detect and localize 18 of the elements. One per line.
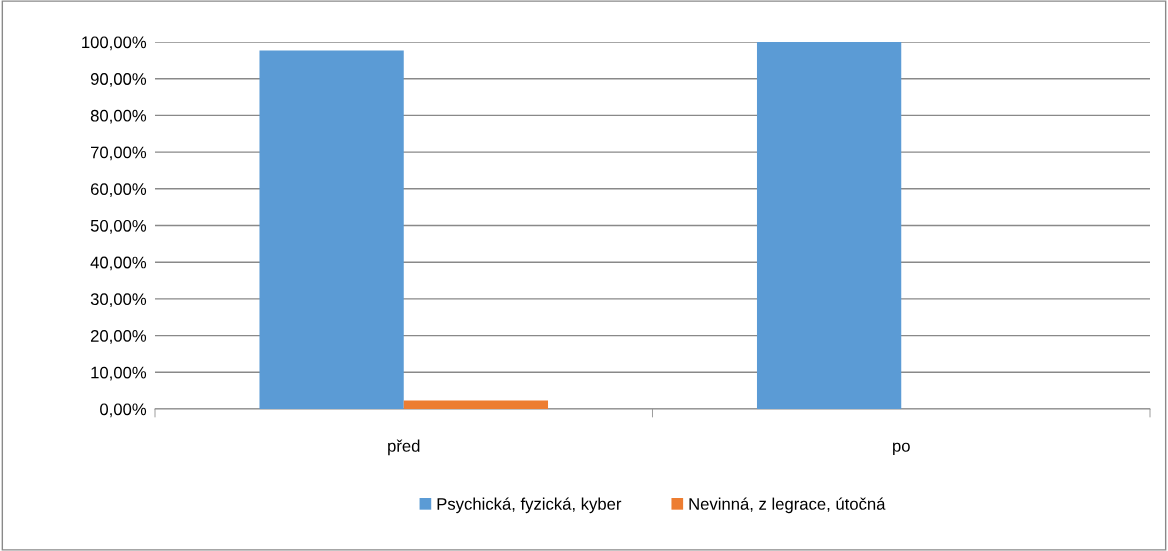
y-tick-label: 20,00% [90,330,147,344]
bar [403,400,549,409]
x-tick-label: po [893,442,910,456]
bar [756,42,902,409]
y-tick-label: 30,00% [90,293,147,308]
y-tick-label: 40,00% [90,256,147,271]
y-tick-label: 0,00% [100,403,147,418]
legend-label: Nevinná, z legrace, útočná [689,497,886,514]
y-tick-label: 100,00% [82,36,147,51]
y-tick-label: 60,00% [90,183,147,197]
y-tick-label: 10,00% [91,366,147,381]
bar [259,50,404,409]
x-tick-label: před [388,439,420,456]
y-tick-label: 70,00% [91,146,147,161]
y-tick-label: 80,00% [90,109,147,124]
y-tick-label: 90,00% [90,73,147,87]
y-tick-label: 50,00% [90,219,147,234]
legend-label: Psychická, fyzická, kyber [437,497,622,514]
